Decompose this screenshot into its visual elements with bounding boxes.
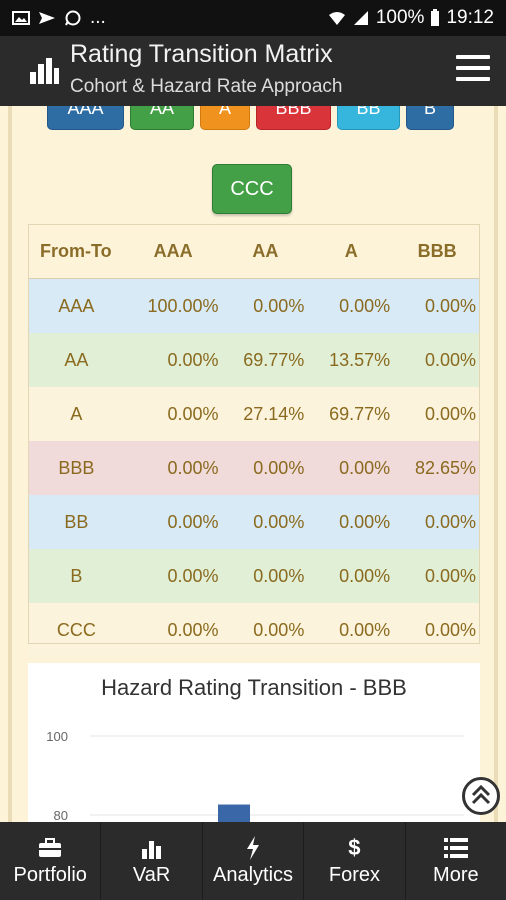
row-label: A: [28, 387, 124, 441]
nav-forex[interactable]: $ Forex: [304, 822, 406, 900]
table-cell: 0.00%: [308, 549, 395, 603]
chart-title: Hazard Rating Transition - BBB: [101, 675, 407, 700]
table-header-row: From-To AAA AA A BBB: [28, 224, 480, 279]
transition-matrix-table: From-To AAA AA A BBB AAA 100.00% 0.00% 0…: [28, 224, 480, 657]
more-notifications: ...: [90, 7, 106, 28]
table-cell: 0.00%: [308, 441, 395, 495]
table-cell: 100.00%: [123, 278, 223, 333]
wifi-icon: [328, 12, 345, 25]
table-cell: 0.00%: [394, 387, 480, 441]
scroll-to-top-button[interactable]: [462, 777, 500, 815]
column-header: From-To: [28, 224, 124, 279]
column-header: BBB: [394, 224, 480, 279]
row-label: AA: [28, 333, 124, 387]
table-cell: 0.00%: [394, 603, 480, 657]
row-label: B: [28, 549, 124, 603]
send-icon: [39, 12, 55, 24]
rating-button-ccc[interactable]: CCC: [212, 164, 292, 214]
table-cell: 82.65%: [394, 441, 480, 495]
table-cell: 69.77%: [222, 333, 309, 387]
app-bar: Rating Transition Matrix Cohort & Hazard…: [0, 36, 506, 106]
dollar-icon: $: [348, 834, 361, 860]
rating-button-b[interactable]: B: [406, 106, 454, 130]
table-cell: 0.00%: [123, 495, 223, 549]
row-label: AAA: [28, 278, 124, 333]
nav-label: Analytics: [213, 863, 294, 886]
table-cell: 0.00%: [308, 603, 395, 657]
hamburger-menu-icon[interactable]: [456, 55, 490, 85]
clock: 19:12: [446, 7, 494, 28]
row-label: BB: [28, 495, 124, 549]
status-bar: ... 100% 19:12: [0, 0, 506, 36]
table-cell: 0.00%: [394, 278, 480, 333]
table-cell: 13.57%: [308, 333, 395, 387]
table-cell: 0.00%: [222, 603, 309, 657]
table-row: AA 0.00% 69.77% 13.57% 0.00%: [28, 333, 480, 387]
nav-label: VaR: [132, 863, 171, 886]
table-cell: 0.00%: [123, 549, 223, 603]
bar-chart-logo-icon: [30, 58, 59, 84]
table-cell: 0.00%: [123, 333, 223, 387]
y-tick-label: 80: [54, 808, 68, 822]
rating-button-aaa[interactable]: AAA: [47, 106, 124, 130]
table-cell: 69.77%: [308, 387, 395, 441]
row-label: BBB: [28, 441, 124, 495]
row-label: CCC: [28, 603, 124, 657]
main-content: AAA AA A BBB BB B CCC From-To AAA AA A B…: [0, 106, 506, 822]
table-row: CCC 0.00% 0.00% 0.00% 0.00%: [28, 603, 480, 657]
battery-icon: [431, 9, 440, 26]
nav-var[interactable]: VaR: [101, 822, 203, 900]
table-cell: 0.00%: [222, 549, 309, 603]
hazard-chart: Hazard Rating Transition - BBB 100 80: [28, 663, 480, 822]
table-cell: 0.00%: [308, 495, 395, 549]
rating-button-bbb[interactable]: BBB: [256, 106, 331, 130]
table-cell: 0.00%: [222, 278, 309, 333]
rating-button-a[interactable]: A: [200, 106, 250, 130]
table-row: A 0.00% 27.14% 69.77% 0.00%: [28, 387, 480, 441]
table-cell: 0.00%: [394, 549, 480, 603]
bar-chart-icon: [141, 836, 163, 860]
table-row: AAA 100.00% 0.00% 0.00% 0.00%: [28, 278, 480, 333]
chart-bar: [218, 804, 250, 822]
table-row: BB 0.00% 0.00% 0.00% 0.00%: [28, 495, 480, 549]
chart-plot: 100 80: [46, 729, 464, 822]
rating-button-aa[interactable]: AA: [130, 106, 194, 130]
y-tick-label: 100: [46, 729, 68, 744]
column-header: AAA: [123, 224, 223, 279]
table-cell: 0.00%: [123, 441, 223, 495]
nav-analytics[interactable]: Analytics: [203, 822, 305, 900]
page-title: Rating Transition Matrix: [70, 40, 333, 68]
image-icon: [12, 11, 30, 25]
column-header: AA: [222, 224, 309, 279]
table-row: BBB 0.00% 0.00% 0.00% 82.65%: [28, 441, 480, 495]
table-cell: 0.00%: [394, 495, 480, 549]
lightning-icon: [245, 835, 261, 860]
nav-more[interactable]: More: [406, 822, 506, 900]
table-cell: 0.00%: [222, 495, 309, 549]
table-cell: 27.14%: [222, 387, 309, 441]
nav-label: Portfolio: [13, 863, 87, 886]
nav-portfolio[interactable]: Portfolio: [0, 822, 102, 900]
table-cell: 0.00%: [394, 333, 480, 387]
list-icon: [443, 836, 468, 860]
nav-label: More: [433, 863, 479, 886]
chevron-up-icon: [471, 784, 491, 805]
table-cell: 0.00%: [308, 278, 395, 333]
whatsapp-icon: [65, 10, 81, 26]
column-header: A: [308, 224, 395, 279]
rating-button-bb[interactable]: BB: [337, 106, 400, 130]
battery-level: 100%: [375, 7, 425, 28]
page-subtitle: Cohort & Hazard Rate Approach: [70, 76, 343, 97]
table-cell: 0.00%: [222, 441, 309, 495]
briefcase-icon: [38, 836, 62, 860]
table-row: B 0.00% 0.00% 0.00% 0.00%: [28, 549, 480, 603]
table-cell: 0.00%: [123, 603, 223, 657]
nav-label: Forex: [328, 863, 380, 886]
signal-icon: [353, 11, 368, 25]
bottom-navigation: Portfolio VaR Analytics $ Forex More: [0, 822, 506, 900]
table-cell: 0.00%: [123, 387, 223, 441]
